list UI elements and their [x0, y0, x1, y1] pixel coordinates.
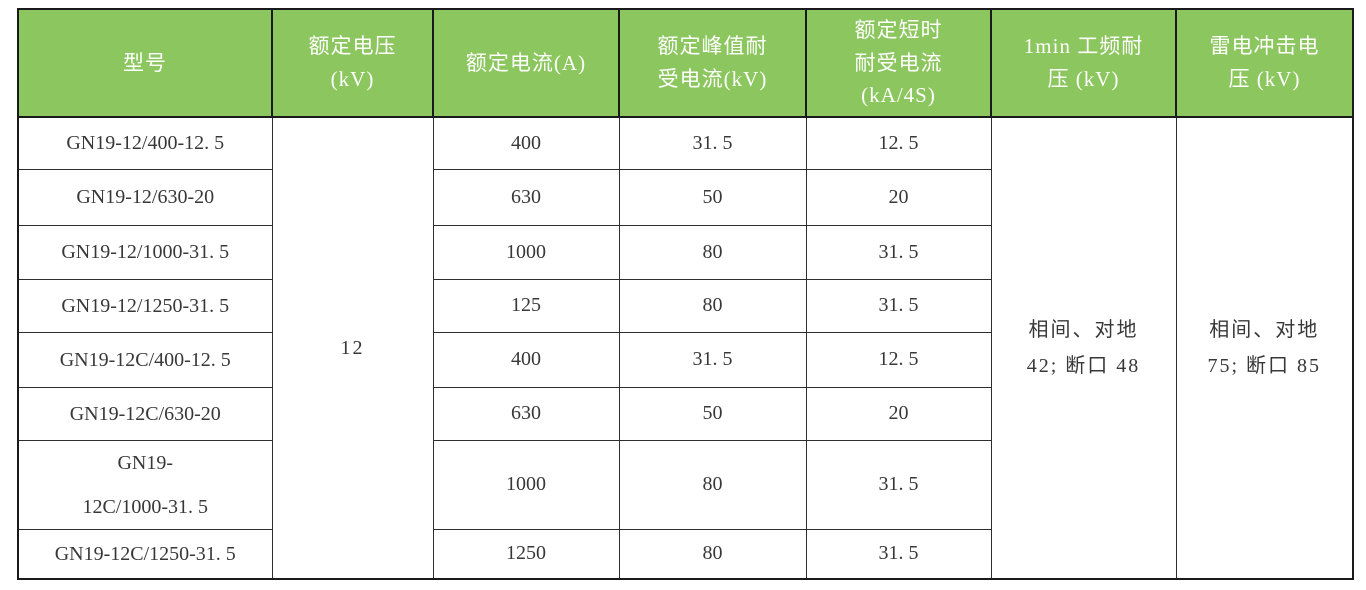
rated-current-cell: 400	[432, 331, 620, 388]
col-header-short-time: 额定短时 耐受电流 (kA/4S)	[805, 8, 992, 118]
table-row: GN19-12/1250-31. 5 125 80 31. 5	[17, 278, 1353, 333]
rated-current-cell: 1000	[432, 224, 620, 280]
peak-withstand-cell: 31. 5	[618, 116, 807, 170]
rated-current-cell: 125	[432, 278, 620, 333]
table-row: GN19-12/630-20 630 50 20	[17, 168, 1353, 226]
rated-voltage-merged-cell: 12	[271, 116, 434, 580]
peak-withstand-cell: 31. 5	[618, 331, 807, 388]
peak-withstand-cell: 50	[618, 386, 807, 441]
peak-withstand-cell: 80	[618, 224, 807, 280]
model-cell: GN19-12/1000-31. 5	[17, 224, 273, 280]
peak-withstand-cell: 80	[618, 278, 807, 333]
short-time-cell: 20	[805, 386, 992, 441]
rated-current-cell: 1250	[432, 528, 620, 580]
col-header-peak-withstand: 额定峰值耐 受电流(kV)	[618, 8, 807, 118]
table-row: GN19-12C/630-20 630 50 20	[17, 386, 1353, 441]
short-time-cell: 20	[805, 168, 992, 226]
impulse-voltage-merged-cell: 相间、对地 75; 断口 85	[1175, 116, 1354, 580]
short-time-cell: 31. 5	[805, 224, 992, 280]
pf-withstand-merged-cell: 相间、对地 42; 断口 48	[990, 116, 1177, 580]
short-time-cell: 31. 5	[805, 439, 992, 530]
model-cell: GN19-12/1250-31. 5	[17, 278, 273, 333]
table-row: GN19-12C/1250-31. 5 1250 80 31. 5	[17, 528, 1353, 580]
table-body: GN19-12/400-12. 5 12 400 31. 5 12. 5 相间、…	[17, 116, 1354, 580]
col-header-model: 型号	[17, 8, 273, 118]
col-header-rated-current: 额定电流(A)	[432, 8, 620, 118]
table-row: GN19-12/400-12. 5 12 400 31. 5 12. 5 相间、…	[17, 116, 1354, 580]
short-time-cell: 12. 5	[805, 116, 992, 170]
short-time-cell: 31. 5	[805, 528, 992, 580]
col-header-impulse-voltage: 雷电冲击电 压 (kV)	[1175, 8, 1354, 118]
rated-current-cell: 630	[432, 168, 620, 226]
short-time-cell: 12. 5	[805, 331, 992, 388]
table-row: GN19-12C/400-12. 5 400 31. 5 12. 5	[17, 331, 1353, 388]
spec-table-container: 型号 额定电压 (kV) 额定电流(A) 额定峰值耐 受电流(kV) 额定短时 …	[17, 8, 1354, 580]
peak-withstand-cell: 50	[618, 168, 807, 226]
col-header-rated-voltage: 额定电压 (kV)	[271, 8, 434, 118]
model-cell: GN19-12/630-20	[17, 168, 273, 226]
peak-withstand-cell: 80	[618, 439, 807, 530]
table-header: 型号 额定电压 (kV) 额定电流(A) 额定峰值耐 受电流(kV) 额定短时 …	[17, 8, 1354, 118]
header-row: 型号 额定电压 (kV) 额定电流(A) 额定峰值耐 受电流(kV) 额定短时 …	[17, 8, 1354, 118]
rated-current-cell: 1000	[432, 439, 620, 530]
short-time-cell: 31. 5	[805, 278, 992, 333]
peak-withstand-cell: 80	[618, 528, 807, 580]
model-cell: GN19-12C/400-12. 5	[17, 331, 273, 388]
model-cell: GN19-12C/630-20	[17, 386, 273, 441]
col-header-pf-withstand: 1min 工频耐 压 (kV)	[990, 8, 1177, 118]
rated-current-cell: 400	[432, 116, 620, 170]
model-cell: GN19- 12C/1000-31. 5	[17, 439, 273, 530]
model-cell: GN19-12/400-12. 5	[17, 116, 273, 170]
table-row: GN19-12/1000-31. 5 1000 80 31. 5	[17, 224, 1353, 280]
rated-current-cell: 630	[432, 386, 620, 441]
model-cell: GN19-12C/1250-31. 5	[17, 528, 273, 580]
spec-table: 型号 额定电压 (kV) 额定电流(A) 额定峰值耐 受电流(kV) 额定短时 …	[17, 8, 1354, 580]
